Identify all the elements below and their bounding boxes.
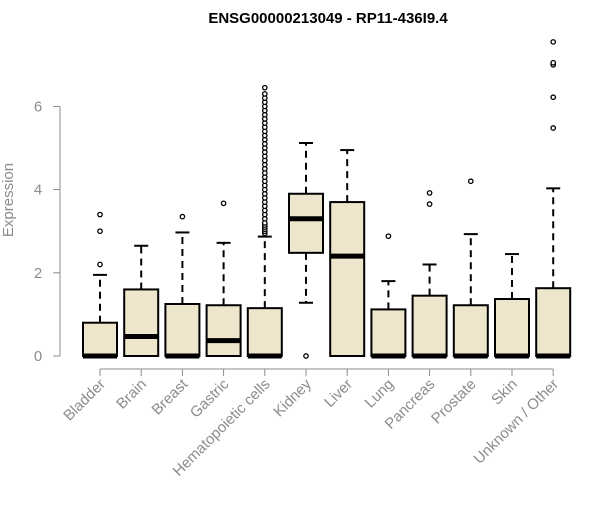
x-tick-label: Bladder	[60, 376, 109, 425]
outlier-point	[426, 201, 433, 208]
outlier-point	[303, 353, 309, 359]
box-brain	[123, 244, 160, 357]
box-lung	[370, 233, 407, 359]
x-tick-label: Brain	[113, 376, 150, 413]
box-kidney	[288, 142, 324, 359]
outlier-point	[385, 233, 392, 240]
outlier-point	[261, 84, 268, 91]
iqr-box	[82, 321, 118, 357]
outlier-point	[550, 94, 557, 101]
iqr-box	[288, 192, 324, 254]
y-tick-label: 6	[34, 98, 42, 115]
x-tick-label: Breast	[149, 375, 192, 418]
iqr-box	[123, 288, 160, 357]
boxes-group	[82, 39, 572, 359]
x-tick-label: Prostate	[428, 376, 480, 428]
outlier-point	[550, 125, 557, 131]
box-liver	[329, 149, 366, 357]
outlier-point	[220, 200, 227, 207]
iqr-box	[535, 287, 572, 357]
outlier-point	[97, 261, 103, 268]
iqr-box	[452, 304, 489, 357]
outlier-point	[550, 59, 557, 66]
y-tick-label: 2	[34, 265, 42, 282]
box-skin	[494, 253, 530, 359]
x-tick-label: Skin	[488, 376, 521, 409]
iqr-box	[411, 294, 448, 357]
box-hematopoietic-cells	[246, 84, 283, 359]
box-pancreas	[411, 190, 448, 359]
x-tick-label: Liver	[321, 376, 356, 411]
box-gastric	[205, 200, 242, 357]
iqr-box	[370, 308, 407, 357]
outlier-point	[179, 213, 186, 220]
iqr-box	[494, 298, 530, 357]
chart-title: ENSG00000213049 - RP11-436I9.4	[208, 10, 448, 27]
y-axis-label: Expression	[0, 163, 17, 237]
outlier-point	[97, 211, 103, 218]
x-tick-label: Lung	[362, 376, 398, 412]
outlier-point	[97, 228, 103, 235]
outlier-point	[550, 39, 557, 45]
y-axis: 0 2 4 6	[34, 98, 61, 365]
iqr-box	[205, 304, 242, 357]
outlier-point	[467, 178, 474, 185]
box-bladder	[82, 211, 118, 359]
y-tick-label: 4	[34, 182, 42, 199]
box-prostate	[452, 178, 489, 359]
x-tick-label: Kidney	[270, 375, 315, 420]
iqr-box	[164, 303, 201, 357]
iqr-box	[329, 201, 366, 357]
y-tick-label: 0	[34, 348, 42, 365]
box-unknown-other	[535, 39, 572, 359]
outlier-point	[426, 190, 433, 196]
outlier-point	[261, 91, 268, 97]
iqr-box	[246, 307, 283, 358]
box-breast	[164, 213, 201, 359]
